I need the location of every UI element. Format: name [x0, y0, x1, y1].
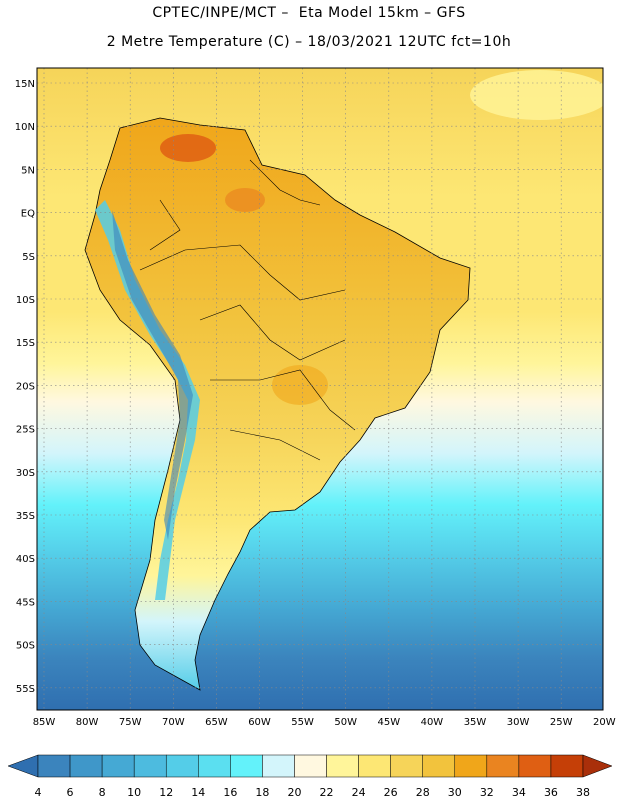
lat-label: 15S	[16, 338, 35, 349]
colorbar-label: 12	[159, 786, 173, 799]
colorbar-swatch	[37, 754, 71, 778]
lon-label: 55W	[291, 717, 314, 728]
latitude-labels: 15N 10N 5N EQ 5S 10S 15S 20S 25S 30S 35S 40S 45S 50S 5…	[15, 79, 35, 695]
colorbar-label: 34	[512, 786, 526, 799]
colorbar-swatch	[294, 754, 327, 778]
lon-label: 70W	[162, 717, 185, 728]
colorbar-swatch	[133, 754, 167, 778]
colorbar-label: 38	[576, 786, 590, 799]
colorbar-swatch	[230, 754, 263, 778]
warm-spot-paraguay	[272, 365, 328, 405]
colorbar-label: 32	[480, 786, 494, 799]
colorbar-label: 36	[544, 786, 558, 799]
colorbar-swatch	[262, 754, 295, 778]
lat-label: 10S	[16, 295, 35, 306]
colorbar-label: 4	[35, 786, 42, 799]
lat-label: 30S	[16, 468, 35, 479]
lon-label: 30W	[507, 717, 530, 728]
lat-label: 55S	[16, 684, 35, 695]
colorbar-label: 6	[67, 786, 74, 799]
title-line-2: 2 Metre Temperature (C) – 18/03/2021 12U…	[106, 34, 512, 50]
colorbar-swatch	[550, 754, 584, 778]
lat-label: EQ	[21, 209, 35, 220]
colorbar-label: 14	[191, 786, 205, 799]
colorbar-swatch	[390, 754, 423, 778]
lon-label: 75W	[119, 717, 142, 728]
colorbar-swatch	[454, 754, 488, 778]
lon-label: 25W	[550, 717, 573, 728]
lat-label: 50S	[16, 641, 35, 652]
colorbar-label: 28	[416, 786, 430, 799]
colorbar-label: 22	[320, 786, 334, 799]
lat-label: 5N	[21, 165, 35, 176]
colorbar-label: 30	[448, 786, 462, 799]
colorbar-swatch	[165, 754, 199, 778]
colorbar-swatch	[486, 754, 520, 778]
lat-label: 15N	[15, 79, 35, 90]
lat-label: 35S	[16, 511, 35, 522]
lat-label: 5S	[22, 252, 35, 263]
lat-label: 20S	[16, 381, 35, 392]
hot-spot-venezuela	[160, 134, 216, 162]
lat-label: 45S	[16, 597, 35, 608]
colorbar-label: 8	[99, 786, 106, 799]
colorbar-swatch	[518, 754, 552, 778]
lon-label: 50W	[334, 717, 357, 728]
colorbar-high-arrow	[582, 754, 613, 778]
longitude-labels: 85W 80W 75W 70W 65W 60W 55W 50W 45W 40W 35W 30W 25W 2…	[33, 717, 616, 728]
title-line-1: CPTEC/INPE/MCT – Eta Model 15km – GFS	[152, 5, 466, 21]
colorbar-swatch	[326, 754, 359, 778]
colorbar-label: 16	[223, 786, 237, 799]
lon-label: 45W	[377, 717, 400, 728]
map-frame	[36, 67, 604, 711]
colorbar-swatch	[101, 754, 135, 778]
colorbar-low-arrow	[7, 754, 39, 778]
lon-label: 35W	[464, 717, 487, 728]
colorbar-label: 10	[127, 786, 141, 799]
lon-label: 85W	[33, 717, 56, 728]
colorbar: 4 6 8 10 12 14 16 18 20 22 24 26 28 30 32 34 36 38	[7, 754, 613, 799]
lon-label: 80W	[76, 717, 99, 728]
colorbar-label: 26	[384, 786, 398, 799]
colorbar-swatch	[69, 754, 103, 778]
andes-core-band	[112, 210, 193, 540]
lon-label: 65W	[205, 717, 228, 728]
colorbar-swatch	[198, 754, 231, 778]
country-borders	[139, 159, 356, 461]
colorbar-swatch	[358, 754, 391, 778]
lat-label: 25S	[16, 425, 35, 436]
south-america-land	[84, 117, 471, 691]
lon-label: 60W	[248, 717, 271, 728]
lon-label: 40W	[421, 717, 444, 728]
lat-label: 40S	[16, 554, 35, 565]
lon-label: 20W	[593, 717, 616, 728]
lat-label: 10N	[15, 122, 35, 133]
colorbar-label: 24	[352, 786, 366, 799]
colorbar-swatch	[422, 754, 456, 778]
warm-ocean-patch	[470, 70, 603, 120]
hot-spot-guiana	[225, 188, 265, 212]
andes-cold-band	[95, 200, 200, 600]
colorbar-label: 18	[255, 786, 269, 799]
colorbar-label: 20	[287, 786, 301, 799]
